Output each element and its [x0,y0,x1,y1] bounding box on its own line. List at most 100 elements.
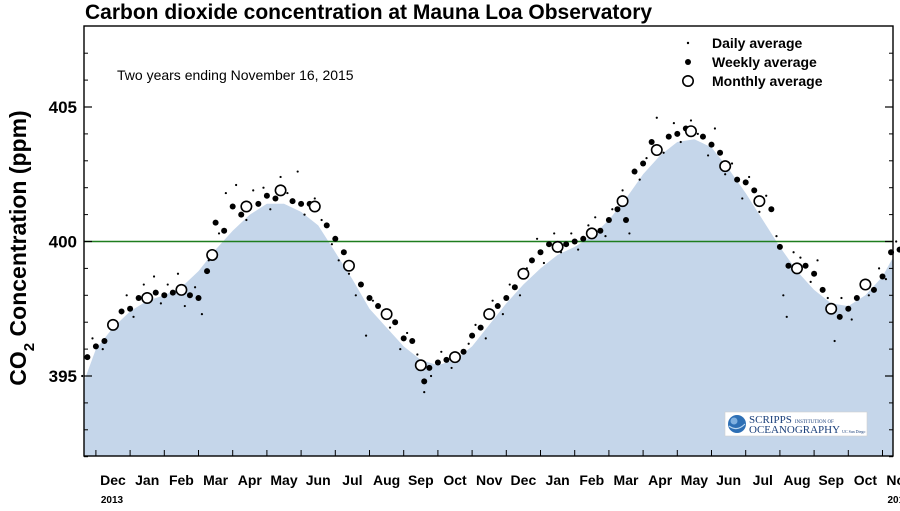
daily-point [423,391,426,394]
legend-label: Weekly average [712,54,817,70]
weekly-point [212,219,219,226]
weekly-point [571,238,578,245]
daily-point [320,218,323,222]
x-tick-label: Jul [342,472,362,488]
daily-point [867,294,870,297]
daily-point [758,210,761,214]
legend: Daily average Weekly average Monthly avera… [681,35,823,89]
daily-point [440,350,443,353]
weekly-point [161,292,168,299]
daily-point [501,313,504,316]
year-label: 2013 [101,495,124,506]
daily-point [193,286,197,289]
weekly-point [665,133,672,140]
daily-point [364,334,368,337]
daily-point [638,178,641,181]
monthly-point [107,318,120,331]
legend-weekly-marker [685,59,691,65]
daily-point [655,116,658,119]
daily-point [200,313,204,316]
x-tick-label: Mar [614,472,639,488]
daily-point [587,224,590,227]
daily-point [604,235,607,238]
weekly-point [811,270,818,277]
monthly-point [719,160,732,173]
logo-line1-small: INSTITUTION OF [795,420,834,425]
weekly-point [92,343,99,350]
daily-point [474,323,477,326]
monthly-point [585,227,598,240]
weekly-point [169,289,176,296]
legend-daily-marker [686,41,690,45]
weekly-point [896,246,900,253]
y-tick-label: 400 [49,233,77,252]
monthly-point [206,248,219,261]
monthly-point [517,267,530,280]
daily-point [81,374,84,378]
weekly-point [84,354,91,361]
weekly-point [443,356,450,363]
daily-point [224,191,227,195]
daily-point [724,173,727,176]
daily-point [467,342,470,345]
x-tick-label: Jul [753,472,773,488]
weekly-point [298,200,305,207]
weekly-point [674,130,681,137]
monthly-point [825,302,838,315]
legend-monthly-marker [681,75,694,88]
daily-point [799,256,802,259]
daily-point [840,296,843,300]
y-axis-ticks: 395 400 405 [49,52,893,458]
weekly-point [392,319,399,326]
monthly-point [380,308,393,321]
daily-point [132,315,135,318]
weekly-point [272,195,279,202]
daily-point [484,337,487,340]
monthly-point [684,125,697,138]
chart-title: Carbon dioxide concentration at Mauna Lo… [85,1,652,24]
weekly-point [836,313,843,320]
x-tick-label: Sep [818,472,844,488]
logo-line2-small: UC San Diego [842,429,865,434]
daily-point [689,119,693,122]
legend-label: Monthly average [712,73,823,89]
weekly-point [289,198,296,205]
x-tick-label: Jan [546,472,570,488]
daily-point [508,283,511,286]
monthly-point [790,262,803,275]
y-tick-label: 405 [49,98,77,117]
daily-point [696,132,699,135]
weekly-point [421,378,428,385]
daily-point [713,127,717,130]
weekly-point [528,257,535,264]
weekly-point [460,348,467,355]
daily-point [833,339,836,343]
monthly-point [448,351,461,364]
daily-point [269,208,272,211]
weekly-point [631,168,638,175]
weekly-point [819,286,826,293]
weekly-point [469,332,476,339]
weekly-point [751,187,758,194]
daily-point [706,154,710,157]
x-axis-ticks: Dec Jan Feb Mar Apr May Jun Jul Aug Sep Oct Nov Dec J… [95,450,900,506]
daily-point [101,348,104,351]
daily-point [792,251,795,254]
daily-point [303,213,306,216]
monthly-point [650,144,663,157]
monthly-point [240,200,253,213]
monthly-point [414,359,427,372]
monthly-point [616,195,629,208]
daily-point [429,374,433,378]
weekly-point [580,235,587,242]
monthly-point [308,200,321,213]
daily-point [645,157,648,160]
daily-point [399,348,402,351]
daily-point [371,299,375,302]
daily-point [826,296,829,300]
daily-point [662,151,665,154]
scripps-globe-icon [728,415,746,433]
x-tick-label: Jun [306,472,331,488]
